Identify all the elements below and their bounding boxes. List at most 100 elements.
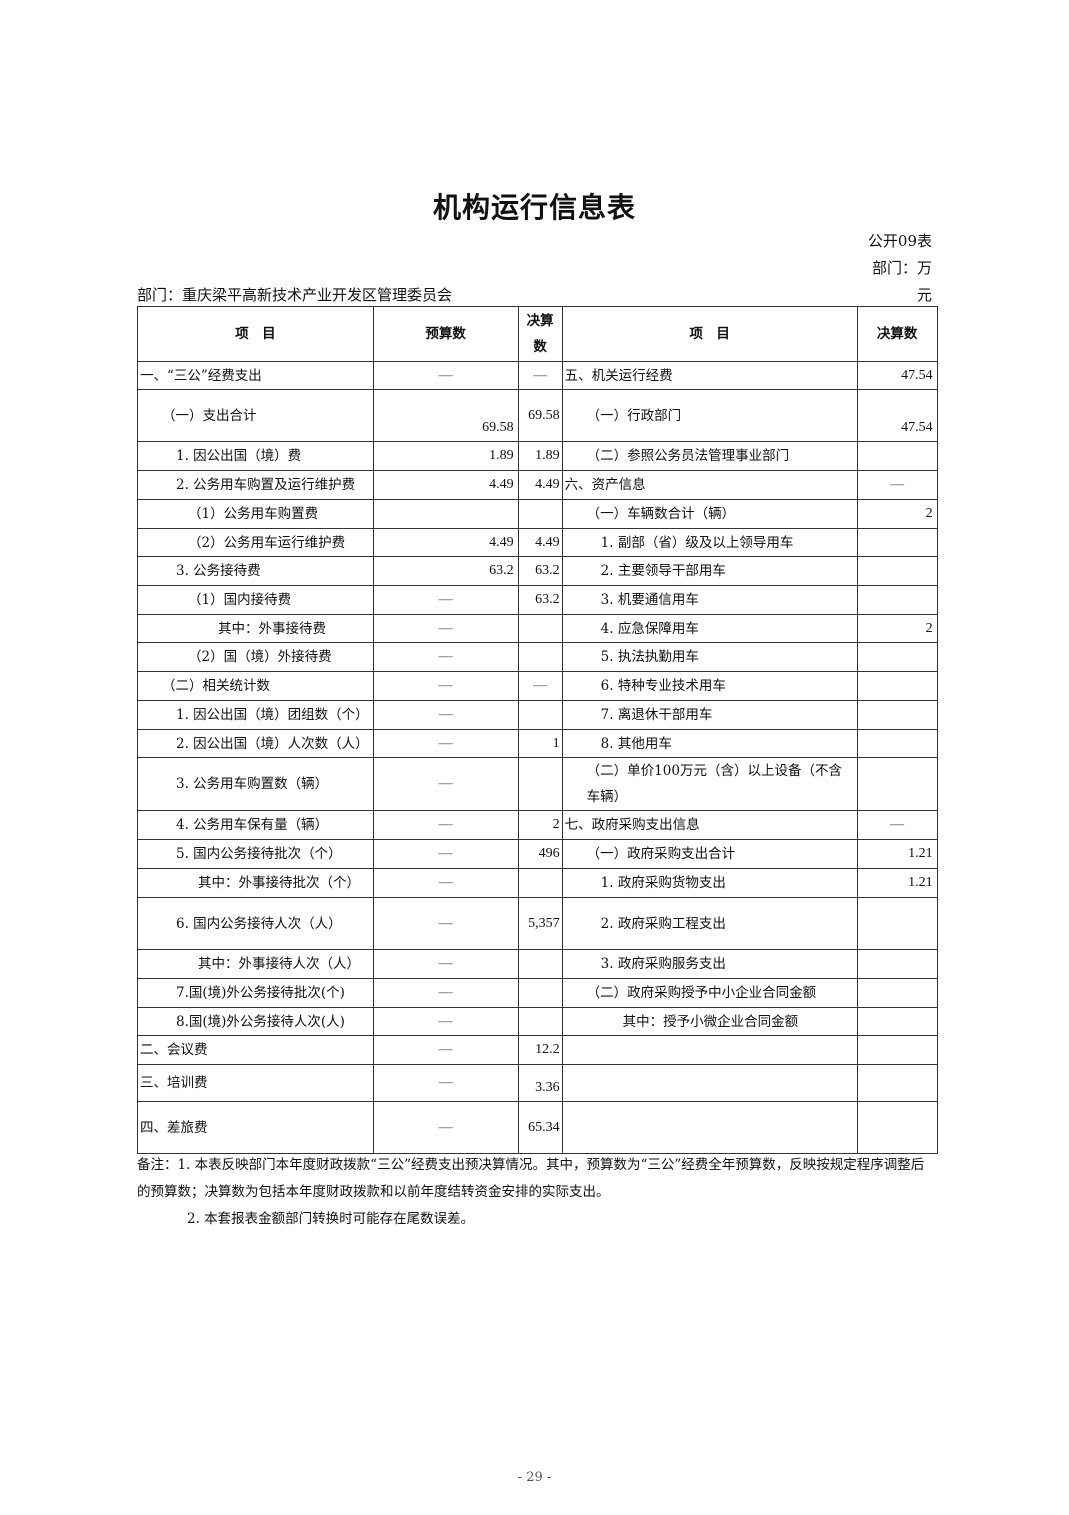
- unit-label-cont: 元: [916, 286, 932, 304]
- item-name-right: 2. 政府采购工程支出: [561, 897, 858, 950]
- item-name-right: 七、政府采购支出信息: [561, 810, 858, 840]
- notes: 备注：1. 本表反映部门本年度财政拨款“三公”经费支出预决算情况。其中，预算数为…: [137, 1152, 937, 1233]
- item-name-right: [561, 1035, 858, 1065]
- table-row: （二）相关统计数 — —6. 特种专业技术用车: [137, 671, 938, 701]
- table-row: 其中：外事接待人次（人） — 3. 政府采购服务支出: [137, 949, 938, 979]
- budget-value: —: [372, 1007, 519, 1036]
- budget-value: —: [372, 585, 519, 615]
- final-value: [517, 949, 563, 979]
- final-value: [517, 868, 563, 898]
- table-row: （1）国内接待费 —63.2 3. 机要通信用车: [137, 585, 938, 615]
- header-budget: 预算数: [372, 306, 519, 362]
- final-value: 3.36: [517, 1064, 563, 1102]
- item-name-right: 2. 主要领导干部用车: [561, 556, 858, 586]
- final-value: 63.2: [517, 556, 563, 586]
- final-value-right: [856, 1101, 938, 1154]
- item-name: 二、会议费: [137, 1035, 374, 1065]
- table-row: 6. 国内公务接待人次（人） —5,357 2. 政府采购工程支出: [137, 897, 938, 950]
- item-name: 3. 公务接待费: [137, 556, 374, 586]
- final-value: 4.49: [517, 528, 563, 557]
- item-name-right: （一）车辆数合计（辆）: [561, 499, 858, 529]
- final-value: 496: [517, 839, 563, 869]
- final-value-right: 1.21: [856, 839, 938, 869]
- item-name-right: （一）政府采购支出合计: [561, 839, 858, 869]
- item-name-right: （一）行政部门: [561, 389, 858, 442]
- final-value-right: 2: [856, 499, 938, 529]
- final-value-right: [856, 757, 938, 811]
- final-value-right: [856, 1064, 938, 1102]
- item-name: （二）相关统计数: [137, 671, 374, 701]
- item-name: 8.国(境)外公务接待人次(人): [137, 1007, 374, 1036]
- final-value: —: [517, 361, 563, 390]
- final-value: 12.2: [517, 1035, 563, 1065]
- table-row: 3. 公务接待费 63.2 63.2 2. 主要领导干部用车: [137, 556, 938, 586]
- final-value: 5,357: [517, 897, 563, 950]
- budget-value: —: [372, 810, 519, 840]
- table-row: 其中：外事接待批次（个） — 1. 政府采购货物支出 1.21: [137, 868, 938, 898]
- item-name: 4. 公务用车保有量（辆）: [137, 810, 374, 840]
- final-value: —: [517, 671, 563, 701]
- item-name-right: 1. 政府采购货物支出: [561, 868, 858, 898]
- item-name: 5. 国内公务接待批次（个）: [137, 839, 374, 869]
- table-row: 一、“三公”经费支出 — — 五、机关运行经费 47.54: [137, 361, 938, 390]
- budget-value: —: [372, 1064, 519, 1102]
- final-value: [517, 700, 563, 730]
- header-final-right: 决算数: [856, 306, 938, 362]
- item-name: 2. 公务用车购置及运行维护费: [137, 470, 374, 500]
- item-name: 其中：外事接待费: [137, 614, 374, 643]
- final-value: [517, 1007, 563, 1036]
- final-value-right: [856, 978, 938, 1008]
- item-name-right: 3. 政府采购服务支出: [561, 949, 858, 979]
- final-value: 1.89: [517, 441, 563, 471]
- table-row: 1. 因公出国（境）费 1.89 1.89 （二）参照公务员法管理事业部门: [137, 441, 938, 471]
- final-value-right: [856, 897, 938, 950]
- item-name-right: （二）政府采购授予中小企业合同金额: [561, 978, 858, 1008]
- department-label: 部门：重庆梁平高新技术产业开发区管理委员会: [137, 286, 453, 304]
- final-value: 2: [517, 810, 563, 840]
- table-code: 公开09表: [867, 232, 932, 250]
- budget-value: —: [372, 361, 519, 390]
- final-value-right: [856, 642, 938, 672]
- final-value-right: [856, 585, 938, 615]
- table-row: （2）公务用车运行维护费 4.49 4.49 1. 副部（省）级及以上领导用车: [137, 528, 938, 557]
- final-value: [517, 757, 563, 811]
- item-name-right: [561, 1101, 858, 1154]
- budget-value: —: [372, 868, 519, 898]
- item-name-right: 4. 应急保障用车: [561, 614, 858, 643]
- budget-value: —: [372, 897, 519, 950]
- item-name: 三、培训费: [137, 1064, 374, 1102]
- table-row: 二、会议费 —12.2: [137, 1035, 938, 1065]
- table-row: 1. 因公出国（境）团组数（个） — 7. 离退休干部用车: [137, 700, 938, 730]
- final-value-right: [856, 729, 938, 758]
- budget-value: —: [372, 1035, 519, 1065]
- item-name: （1）公务用车购置费: [137, 499, 374, 529]
- budget-value: —: [372, 949, 519, 979]
- item-name-right: 8. 其他用车: [561, 729, 858, 758]
- item-name: 7.国(境)外公务接待批次(个): [137, 978, 374, 1008]
- final-value: 4.49: [517, 470, 563, 500]
- final-value-right: 2: [856, 614, 938, 643]
- table-row: （1）公务用车购置费 （一）车辆数合计（辆） 2: [137, 499, 938, 529]
- budget-value: 1.89: [372, 441, 519, 471]
- item-name-right: 3. 机要通信用车: [561, 585, 858, 615]
- item-name: 6. 国内公务接待人次（人）: [137, 897, 374, 950]
- final-value: [517, 614, 563, 643]
- item-name-right: 5. 执法执勤用车: [561, 642, 858, 672]
- item-name-right: 7. 离退休干部用车: [561, 700, 858, 730]
- budget-value: 4.49: [372, 470, 519, 500]
- final-value-right: —: [856, 810, 938, 840]
- item-name: 其中：外事接待人次（人）: [137, 949, 374, 979]
- final-value-right: [856, 556, 938, 586]
- item-name: 3. 公务用车购置数（辆）: [137, 757, 374, 811]
- item-name: （2）国（境）外接待费: [137, 642, 374, 672]
- item-name: 1. 因公出国（境）费: [137, 441, 374, 471]
- budget-value: —: [372, 839, 519, 869]
- item-name-right: （二）参照公务员法管理事业部门: [561, 441, 858, 471]
- budget-value: 4.49: [372, 528, 519, 557]
- table-row: 5. 国内公务接待批次（个） —496 （一）政府采购支出合计 1.21: [137, 839, 938, 869]
- item-name: 一、“三公”经费支出: [137, 361, 374, 390]
- table-row: 2. 因公出国（境）人次数（人） —1 8. 其他用车: [137, 729, 938, 758]
- item-name-right: 6. 特种专业技术用车: [561, 671, 858, 701]
- budget-value: 63.2: [372, 556, 519, 586]
